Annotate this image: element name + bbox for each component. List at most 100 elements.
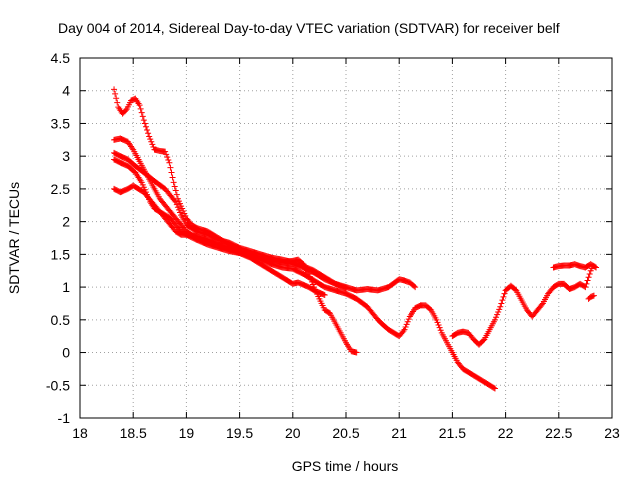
data-point bbox=[400, 327, 407, 334]
data-point bbox=[136, 102, 143, 109]
data-points bbox=[111, 86, 600, 392]
data-point bbox=[493, 314, 500, 321]
x-tick-label: 19 bbox=[179, 425, 195, 441]
axis-ticks bbox=[79, 57, 613, 419]
data-point bbox=[591, 263, 598, 270]
data-point bbox=[175, 206, 182, 213]
data-point bbox=[583, 280, 590, 287]
data-point bbox=[112, 90, 119, 97]
data-point bbox=[436, 324, 443, 331]
data-point bbox=[162, 148, 169, 155]
data-point bbox=[173, 201, 180, 208]
data-point bbox=[496, 306, 503, 313]
data-point bbox=[585, 274, 592, 281]
data-point bbox=[111, 86, 118, 93]
data-point bbox=[138, 109, 145, 116]
data-point bbox=[405, 316, 412, 323]
data-point bbox=[113, 95, 120, 102]
data-point bbox=[480, 337, 487, 344]
data-point bbox=[173, 191, 180, 198]
y-tick-label: 0.5 bbox=[51, 312, 71, 328]
x-axis-label: GPS time / hours bbox=[292, 458, 399, 474]
data-point bbox=[172, 187, 179, 194]
data-point bbox=[114, 99, 121, 106]
y-tick-label: 1.5 bbox=[51, 246, 71, 262]
data-point bbox=[437, 327, 444, 334]
series-track-7 bbox=[550, 261, 600, 271]
y-tick-labels: -1 -0.5 0 0.5 1 1.5 2 2.5 3 3.5 4 4.5 bbox=[46, 50, 70, 426]
data-point bbox=[497, 303, 504, 310]
y-tick-label: -0.5 bbox=[46, 377, 70, 393]
data-point bbox=[434, 319, 441, 326]
data-point bbox=[142, 123, 149, 130]
data-point bbox=[177, 209, 184, 216]
x-tick-label: 20 bbox=[285, 425, 301, 441]
y-tick-label: 2.5 bbox=[51, 181, 71, 197]
series-track-5 bbox=[111, 182, 349, 292]
data-point bbox=[169, 174, 176, 181]
data-point bbox=[590, 292, 597, 299]
x-tick-label: 18 bbox=[72, 425, 88, 441]
data-point bbox=[165, 156, 172, 163]
data-point bbox=[122, 107, 129, 114]
data-point bbox=[584, 277, 591, 284]
data-point bbox=[321, 291, 328, 298]
data-point bbox=[593, 264, 600, 271]
y-axis-label: SDTVAR / TECUs bbox=[6, 182, 22, 294]
data-point bbox=[168, 169, 175, 176]
data-point bbox=[171, 183, 178, 190]
series-track-6 bbox=[449, 263, 596, 348]
data-point bbox=[498, 300, 505, 307]
data-point bbox=[491, 385, 498, 392]
data-point bbox=[499, 297, 506, 304]
x-tick-labels: 18 18.5 19 19.5 20 20.5 21 21.5 22 22.5 23 bbox=[72, 425, 620, 441]
chart-title: Day 004 of 2014, Sidereal Day-to-day VTE… bbox=[58, 20, 560, 36]
data-point bbox=[491, 316, 498, 323]
data-point bbox=[139, 113, 146, 120]
y-tick-label: 1 bbox=[62, 279, 70, 295]
data-point bbox=[495, 308, 502, 315]
y-tick-label: 0 bbox=[62, 345, 70, 361]
data-point bbox=[171, 197, 178, 204]
data-point bbox=[435, 322, 442, 329]
grid bbox=[80, 58, 612, 418]
data-point bbox=[412, 284, 419, 291]
data-point bbox=[141, 120, 148, 127]
y-tick-label: 3.5 bbox=[51, 115, 71, 131]
data-point bbox=[343, 285, 349, 292]
data-point bbox=[164, 154, 171, 161]
data-point bbox=[137, 105, 144, 112]
data-point bbox=[170, 179, 177, 186]
data-point bbox=[411, 283, 418, 290]
y-tick-label: 2 bbox=[62, 214, 70, 230]
series-track-8 bbox=[585, 292, 597, 302]
data-point bbox=[163, 151, 170, 158]
x-tick-label: 19.5 bbox=[226, 425, 253, 441]
x-tick-label: 22.5 bbox=[545, 425, 572, 441]
data-point bbox=[145, 130, 152, 137]
data-point bbox=[490, 384, 497, 391]
data-point bbox=[402, 324, 409, 331]
x-tick-label: 21 bbox=[391, 425, 407, 441]
data-point bbox=[166, 159, 173, 166]
x-tick-label: 23 bbox=[604, 425, 620, 441]
data-point bbox=[147, 136, 154, 143]
data-point bbox=[404, 318, 411, 325]
series-track-2 bbox=[111, 135, 328, 298]
y-tick-label: 4.5 bbox=[51, 50, 71, 66]
series-track-1 bbox=[111, 86, 360, 356]
y-tick-label: 4 bbox=[62, 83, 70, 99]
data-point bbox=[586, 271, 593, 277]
x-tick-label: 18.5 bbox=[120, 425, 147, 441]
data-point bbox=[501, 290, 508, 297]
data-point bbox=[148, 138, 155, 145]
data-point bbox=[582, 284, 589, 291]
data-point bbox=[174, 204, 181, 211]
data-point bbox=[494, 311, 501, 318]
data-point bbox=[500, 293, 507, 300]
y-tick-label: 3 bbox=[62, 148, 70, 164]
data-point bbox=[140, 117, 147, 124]
data-point bbox=[403, 321, 410, 328]
data-point bbox=[538, 301, 545, 308]
